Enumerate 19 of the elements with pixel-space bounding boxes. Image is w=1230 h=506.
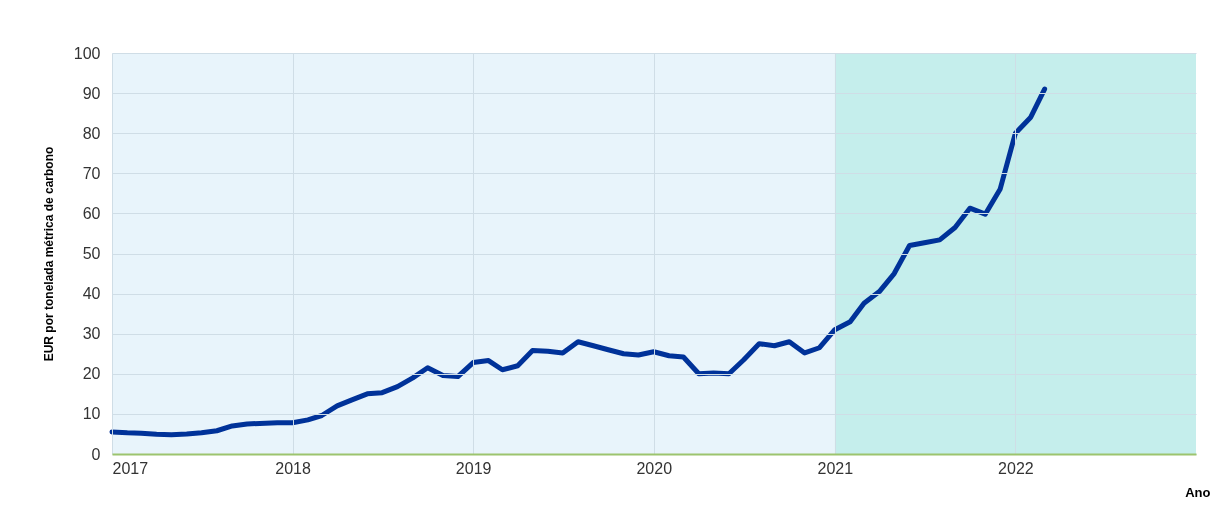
y-tick-label: 60 xyxy=(82,204,101,222)
x-tick-label: 2020 xyxy=(636,459,673,477)
y-tick-label: 40 xyxy=(82,285,101,303)
y-tick-label: 30 xyxy=(82,325,101,343)
x-tick-label: 2018 xyxy=(275,459,311,477)
x-axis-title: Ano xyxy=(1185,484,1211,500)
y-tick-label: 100 xyxy=(73,44,101,62)
y-tick-label: 50 xyxy=(82,245,101,262)
y-tick-label: 90 xyxy=(82,84,101,102)
x-tick-label: 2022 xyxy=(998,459,1034,477)
y-tick-label: 0 xyxy=(91,445,101,463)
x-tick-label: 2019 xyxy=(455,459,492,477)
y-tick-label: 10 xyxy=(82,405,101,423)
y-axis-title: EUR por tonelada métrica de carbono xyxy=(41,146,56,362)
y-tick-label: 20 xyxy=(82,365,101,383)
y-tick-label: 70 xyxy=(82,164,101,182)
x-tick-label: 2017 xyxy=(112,459,149,477)
y-tick-label: 80 xyxy=(82,124,101,142)
x-tick-label: 2021 xyxy=(817,459,854,477)
